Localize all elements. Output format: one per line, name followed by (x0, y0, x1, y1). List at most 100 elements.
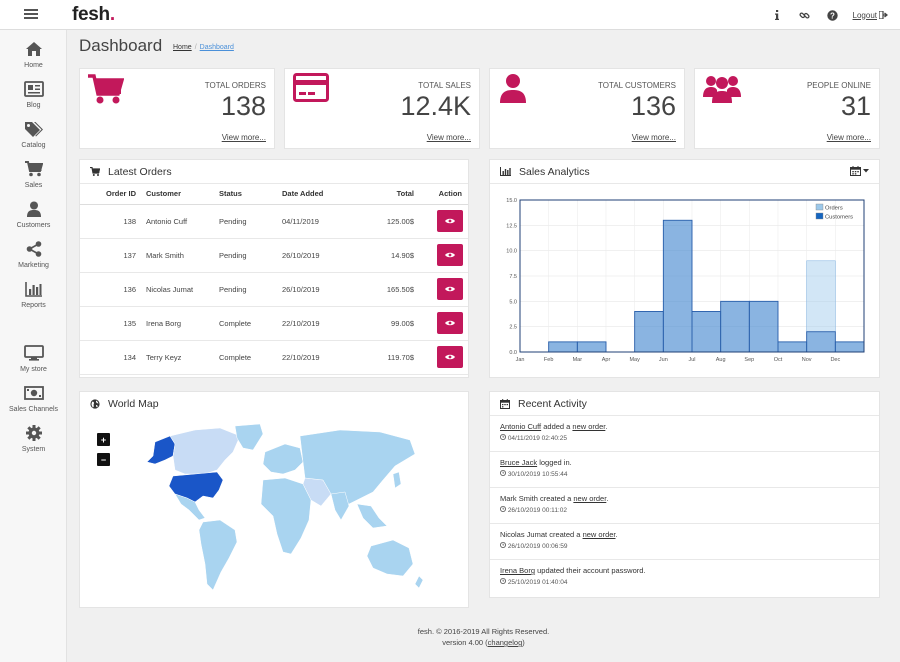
legend-swatch (815, 203, 824, 211)
bar-orders (720, 301, 750, 353)
sidebar-item-blog[interactable]: Blog (0, 80, 67, 109)
sidebar-item-catalog[interactable]: Catalog (0, 120, 67, 149)
stat-label: PEOPLE ONLINE (806, 81, 871, 90)
order-customer: Antonio Cuff (136, 204, 219, 239)
sidebar-item-marketing[interactable]: Marketing (0, 240, 67, 269)
bar-customers (548, 341, 578, 353)
activity-item: Irena Borg updated their account passwor… (490, 560, 879, 596)
view-more-link[interactable]: View more... (631, 133, 676, 142)
breadcrumb-current[interactable]: Dashboard (199, 44, 234, 51)
view-more-link[interactable]: View more... (826, 133, 871, 142)
order-status: Complete (219, 306, 282, 341)
activity-object-link[interactable]: new order (582, 530, 616, 539)
user-icon (500, 74, 526, 103)
desktop-icon (23, 345, 44, 361)
bar-customers (834, 341, 865, 353)
map-region-europe (262, 443, 304, 475)
view-order-button[interactable] (437, 278, 463, 300)
sidebar-item-label: Marketing (18, 262, 49, 269)
logout-link[interactable]: Logout (853, 11, 888, 20)
breadcrumb-home[interactable]: Home (173, 44, 192, 51)
column-header[interactable]: Date Added (282, 184, 350, 205)
column-header[interactable]: Customer (136, 184, 219, 205)
clock-icon (500, 578, 506, 584)
breadcrumb: Home / Dashboard (173, 44, 234, 51)
footer: fesh. © 2016-2019 All Rights Reserved. v… (67, 626, 900, 648)
activity-object-link[interactable]: new order (573, 494, 607, 503)
y-tick-label: 2.5 (509, 325, 517, 331)
sidebar-item-home[interactable]: Home (0, 40, 67, 69)
clock-icon (500, 542, 506, 548)
column-header[interactable]: Order ID (80, 184, 136, 205)
view-order-button[interactable] (437, 312, 463, 334)
activity-object-link[interactable]: new order (572, 422, 606, 431)
stat-label: TOTAL ORDERS (204, 81, 266, 90)
credit-card-icon (293, 73, 329, 102)
logo[interactable]: fesh. (72, 4, 115, 26)
clock-icon (500, 434, 506, 440)
view-order-button[interactable] (437, 244, 463, 266)
sidebar-item-system[interactable]: System (0, 424, 67, 453)
footer-copyright: fesh. © 2016-2019 All Rights Reserved. (417, 627, 550, 636)
activity-list: Antonio Cuff added a new order. 04/11/20… (490, 416, 879, 596)
sidebar-item-sales-channels[interactable]: Sales Channels (0, 384, 67, 413)
x-tick-label: Nov (802, 357, 812, 363)
order-customer: Nicolas Jumat (136, 272, 219, 307)
column-header[interactable]: Total (350, 184, 414, 205)
view-more-link[interactable]: View more... (426, 133, 471, 142)
recent-activity-header: Recent Activity (490, 392, 879, 416)
activity-text: logged in. (537, 458, 572, 467)
activity-text: created a (537, 494, 574, 503)
menu-toggle-icon[interactable] (24, 9, 38, 21)
sidebar-item-sales[interactable]: Sales (0, 160, 67, 189)
map-zoom-in-button[interactable]: + (97, 433, 110, 446)
activity-actor: Mark Smith (500, 494, 538, 503)
view-order-button[interactable] (437, 210, 463, 232)
view-more-link[interactable]: View more... (221, 133, 266, 142)
tags-icon (24, 122, 43, 137)
bar-customers (806, 331, 836, 353)
help-icon[interactable]: ? (819, 0, 847, 30)
legend-label: Orders (825, 206, 843, 212)
map-zoom-out-button[interactable]: − (97, 453, 110, 466)
activity-text: added a (541, 422, 573, 431)
column-header[interactable]: Status (219, 184, 282, 205)
order-total: 14.90$ (350, 238, 414, 273)
table-row: 136 Nicolas Jumat Pending 26/10/2019 165… (80, 272, 468, 307)
bar-customers (748, 300, 779, 353)
changelog-link[interactable]: changelog (487, 638, 523, 647)
latest-orders-header: Latest Orders (80, 160, 468, 184)
activity-text-end: . (606, 494, 609, 503)
legend-label: Customers (825, 215, 853, 221)
order-status: Complete (219, 340, 282, 375)
x-tick-label: Sep (744, 357, 754, 363)
activity-timestamp: 26/10/2019 00:11:02 (507, 507, 567, 514)
activity-text: updated their account password. (535, 566, 646, 575)
x-tick-label: Feb (544, 357, 553, 363)
activity-item: Nicolas Jumat created a new order. 26/10… (490, 524, 879, 560)
world-map-header: World Map (80, 392, 468, 416)
activity-actor-link[interactable]: Bruce Jack (500, 458, 538, 467)
eye-icon (445, 252, 455, 258)
home-icon (25, 42, 42, 56)
order-total: 125.00$ (350, 204, 414, 239)
activity-actor-link[interactable]: Irena Borg (500, 566, 536, 575)
order-date: 26/10/2019 (282, 238, 350, 273)
activity-actor-link[interactable]: Antonio Cuff (500, 422, 542, 431)
column-header: Action (414, 184, 468, 205)
sidebar-item-my-store[interactable]: My store (0, 344, 67, 373)
view-order-button[interactable] (437, 346, 463, 368)
eye-icon (445, 218, 455, 224)
sidebar-item-label: Customers (16, 222, 51, 229)
order-status: Pending (219, 272, 282, 307)
link-icon[interactable] (791, 0, 819, 30)
info-icon[interactable] (763, 0, 791, 30)
sidebar-item-customers[interactable]: Customers (0, 200, 67, 229)
stat-card-total-customers: TOTAL CUSTOMERS 136 View more... (489, 68, 685, 149)
sidebar-item-reports[interactable]: Reports (0, 280, 67, 309)
date-range-dropdown[interactable] (850, 166, 869, 176)
world-map[interactable] (125, 422, 425, 602)
newspaper-icon (23, 81, 44, 97)
legend-swatch (815, 212, 824, 220)
order-id: 136 (80, 272, 136, 307)
